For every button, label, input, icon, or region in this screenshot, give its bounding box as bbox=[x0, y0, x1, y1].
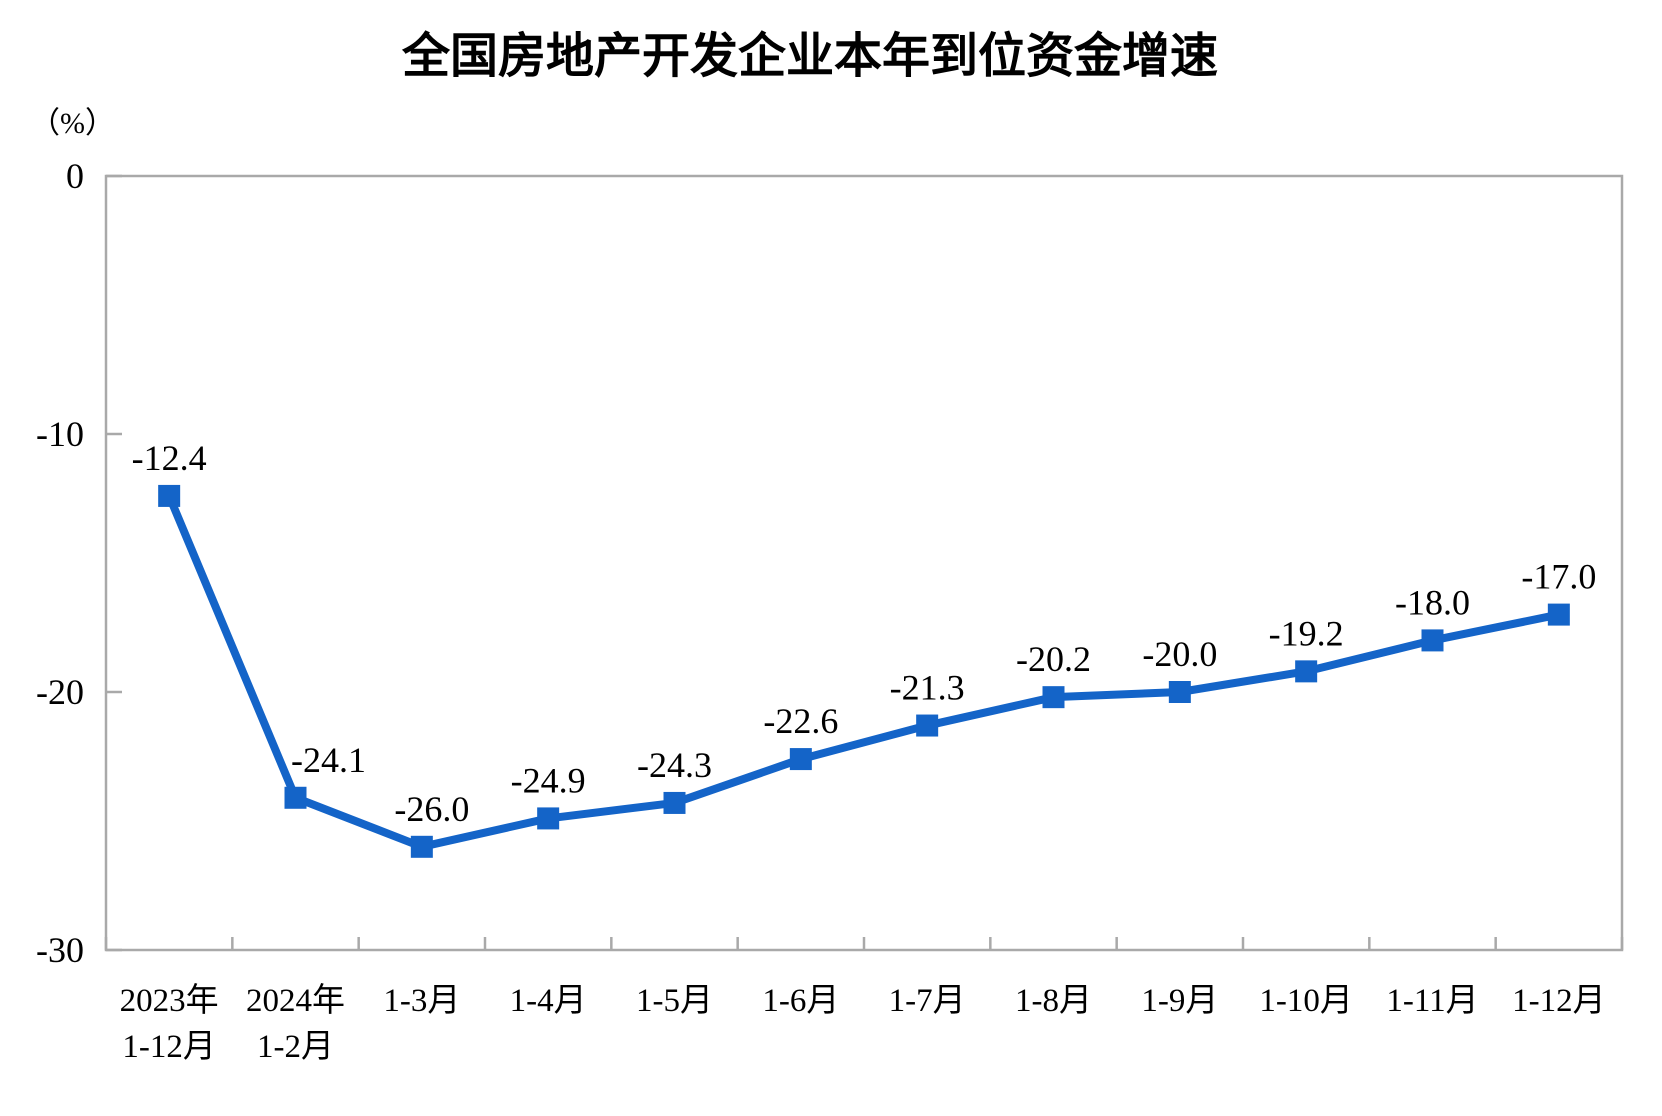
x-tick-label: 2023年 bbox=[120, 982, 219, 1019]
x-tick-label: 1-2月 bbox=[257, 1029, 334, 1065]
y-tick-label: -30 bbox=[36, 930, 84, 970]
data-point-label: -24.3 bbox=[637, 745, 712, 785]
data-point-label: -24.9 bbox=[511, 760, 586, 800]
x-tick-label: 1-7月 bbox=[889, 983, 966, 1019]
data-point-label: -22.6 bbox=[763, 701, 838, 741]
data-point-marker bbox=[1168, 681, 1191, 703]
x-tick-label: 1-4月 bbox=[510, 983, 587, 1019]
data-point-marker bbox=[1295, 660, 1318, 683]
x-tick-label: 1-9月 bbox=[1141, 983, 1218, 1019]
data-point-label: -24.1 bbox=[291, 740, 366, 780]
data-point-label: -20.2 bbox=[1016, 639, 1091, 679]
data-point-label: -17.0 bbox=[1521, 557, 1596, 597]
data-point-label: -26.0 bbox=[394, 789, 469, 829]
x-tick-label: 1-6月 bbox=[762, 983, 839, 1019]
data-point-label: -12.4 bbox=[132, 438, 207, 478]
chart-title: 全国房地产开发企业本年到位资金增速 bbox=[401, 29, 1218, 83]
data-point-marker bbox=[789, 748, 812, 771]
data-point-marker bbox=[663, 791, 686, 814]
data-point-label: -18.0 bbox=[1395, 582, 1470, 622]
y-tick-label: 0 bbox=[66, 156, 84, 196]
y-axis-unit-label: （%） bbox=[30, 107, 115, 140]
data-point-label: -20.0 bbox=[1142, 634, 1217, 674]
x-tick-label: 1-11月 bbox=[1386, 983, 1478, 1019]
data-point-marker bbox=[284, 786, 307, 809]
data-point-marker bbox=[1421, 629, 1444, 652]
plot-marks: 0 -10 -20 -30 2023年 1-12月 2024年 1-2月 1-3月 1-4月 1-5… bbox=[36, 156, 1624, 1065]
series-line bbox=[165, 491, 1563, 851]
y-tick-label: -20 bbox=[36, 672, 84, 712]
data-point-label: -19.2 bbox=[1269, 613, 1344, 653]
x-tick-label: 1-12月 bbox=[122, 1029, 216, 1065]
y-tick-label: -10 bbox=[36, 414, 84, 454]
data-point-marker bbox=[1547, 603, 1570, 626]
data-point-marker bbox=[916, 714, 939, 737]
data-point-marker bbox=[1042, 686, 1065, 709]
data-point-marker bbox=[537, 807, 560, 830]
data-point-marker bbox=[158, 484, 181, 507]
x-tick-label: 1-10月 bbox=[1259, 983, 1353, 1019]
x-tick-label: 1-8月 bbox=[1015, 983, 1092, 1019]
data-point-label: -21.3 bbox=[890, 668, 965, 708]
x-tick-label: 1-12月 bbox=[1512, 983, 1606, 1019]
x-tick-label: 1-5月 bbox=[636, 983, 713, 1019]
plot-area-border bbox=[104, 174, 1624, 952]
x-tick-label: 2024年 bbox=[246, 982, 345, 1019]
data-point-marker bbox=[410, 835, 433, 858]
x-tick-label: 1-3月 bbox=[383, 983, 460, 1019]
